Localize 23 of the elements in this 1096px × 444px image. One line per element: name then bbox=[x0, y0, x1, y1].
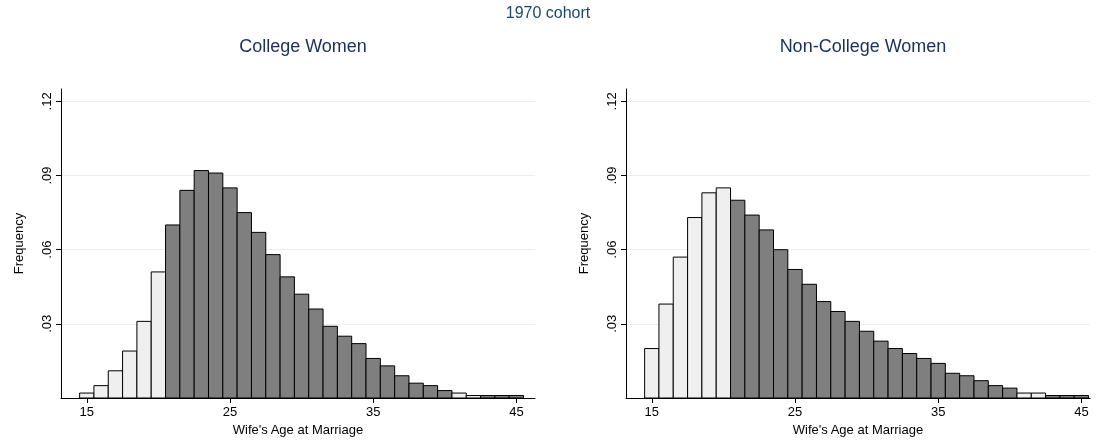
chart-title: Non-College Women bbox=[779, 36, 947, 56]
x-tick-label: 25 bbox=[222, 404, 238, 419]
x-tick-label: 35 bbox=[930, 404, 946, 419]
x-axis-title: Wife's Age at Marriage bbox=[792, 421, 924, 437]
x-tick-label: 45 bbox=[1074, 404, 1089, 419]
y-axis-title: Frequency bbox=[11, 212, 26, 275]
y-tick-label: .03 bbox=[604, 314, 619, 333]
y-tick-label: .06 bbox=[39, 240, 54, 259]
chart-title: College Women bbox=[239, 36, 367, 56]
x-tick-label: 25 bbox=[787, 404, 803, 419]
y-tick-label: .09 bbox=[39, 166, 54, 185]
y-tick-label: .12 bbox=[604, 92, 619, 111]
y-tick-label: .06 bbox=[604, 240, 619, 259]
x-tick-label: 15 bbox=[79, 404, 95, 419]
y-tick-label: .12 bbox=[39, 92, 54, 111]
y-tick-label: .03 bbox=[39, 314, 54, 333]
x-tick-label: 15 bbox=[644, 404, 660, 419]
x-tick-label: 35 bbox=[365, 404, 381, 419]
y-axis-title: Frequency bbox=[576, 212, 591, 275]
x-axis-title: Wife's Age at Marriage bbox=[232, 421, 364, 437]
y-tick-label: .09 bbox=[604, 166, 619, 185]
x-tick-label: 45 bbox=[509, 404, 524, 419]
text: 1970 cohort bbox=[504, 3, 592, 23]
